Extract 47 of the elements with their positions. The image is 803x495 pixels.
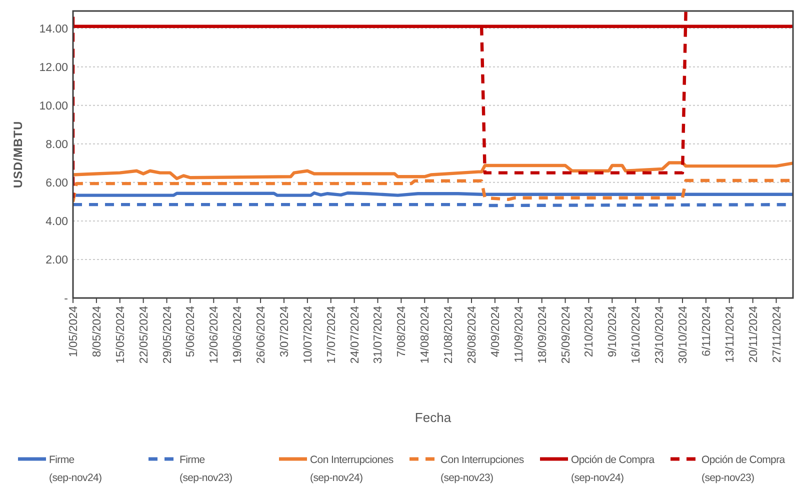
x-tick-label: 21/08/2024 — [443, 305, 456, 364]
x-tick-label: 2/10/2024 — [584, 305, 596, 358]
y-tick-label: 2.00 — [46, 254, 68, 266]
y-axis-title: USD/MBTU — [11, 120, 25, 188]
legend-label: Con Interrupciones (sep-nov24) — [310, 454, 394, 484]
x-tick-label: 12/06/2024 — [208, 305, 221, 364]
x-tick-label: 5/06/2024 — [185, 305, 198, 358]
y-tick-label: - — [64, 293, 68, 305]
x-tick-label: 9/10/2024 — [607, 305, 620, 358]
y-tick-label: 6.00 — [46, 177, 68, 190]
y-tick-label: 8.00 — [46, 138, 68, 151]
legend-label: Firme (sep-nov23) — [180, 454, 232, 484]
x-tick-label: 11/09/2024 — [513, 305, 526, 363]
x-tick-label: 28/08/2024 — [466, 305, 479, 364]
x-tick-label: 10/07/2024 — [302, 305, 314, 364]
x-tick-label: 6/11/2024 — [700, 305, 713, 356]
x-tick-label: 1/05/2024 — [68, 305, 80, 358]
x-tick-label: 31/07/2024 — [372, 305, 385, 364]
legend-label: Opción de Compra (sep-nov24) — [571, 454, 655, 484]
x-tick-label: 14/08/2024 — [420, 305, 432, 364]
legend-label: Firme (sep-nov24) — [49, 454, 102, 484]
x-tick-label: 23/10/2024 — [654, 305, 666, 364]
x-tick-label: 25/09/2024 — [560, 305, 572, 364]
x-tick-label: 7/08/2024 — [396, 305, 408, 358]
x-tick-label: 18/09/2024 — [536, 305, 549, 364]
x-tick-label: 19/06/2024 — [232, 305, 244, 364]
x-tick-label: 16/10/2024 — [630, 305, 643, 364]
x-tick-label: 17/07/2024 — [326, 305, 338, 364]
x-tick-label: 13/11/2024 — [724, 305, 736, 363]
x-tick-label: 3/07/2024 — [278, 305, 291, 358]
x-axis-title: Fecha — [414, 410, 452, 425]
x-tick-label: 8/05/2024 — [91, 305, 104, 358]
legend-label: Con Interrupciones (sep-nov23) — [440, 454, 524, 484]
y-tick-label: 14.00 — [39, 23, 68, 36]
x-tick-label: 27/11/2024 — [771, 305, 784, 363]
x-tick-label: 30/10/2024 — [677, 305, 690, 364]
x-tick-label: 22/05/2024 — [138, 305, 150, 364]
x-tick-label: 20/11/2024 — [748, 305, 760, 363]
y-tick-label: 4.00 — [46, 216, 68, 228]
legend-label: Opción de Compra (sep-nov23) — [702, 454, 786, 484]
x-tick-label: 29/05/2024 — [162, 305, 174, 364]
y-tick-label: 12.00 — [39, 62, 68, 74]
x-tick-label: 24/07/2024 — [349, 305, 362, 364]
x-tick-label: 15/05/2024 — [114, 305, 127, 364]
y-tick-label: 10.00 — [39, 100, 68, 112]
x-tick-label: 4/09/2024 — [490, 305, 502, 358]
x-tick-label: 26/06/2024 — [256, 305, 268, 364]
